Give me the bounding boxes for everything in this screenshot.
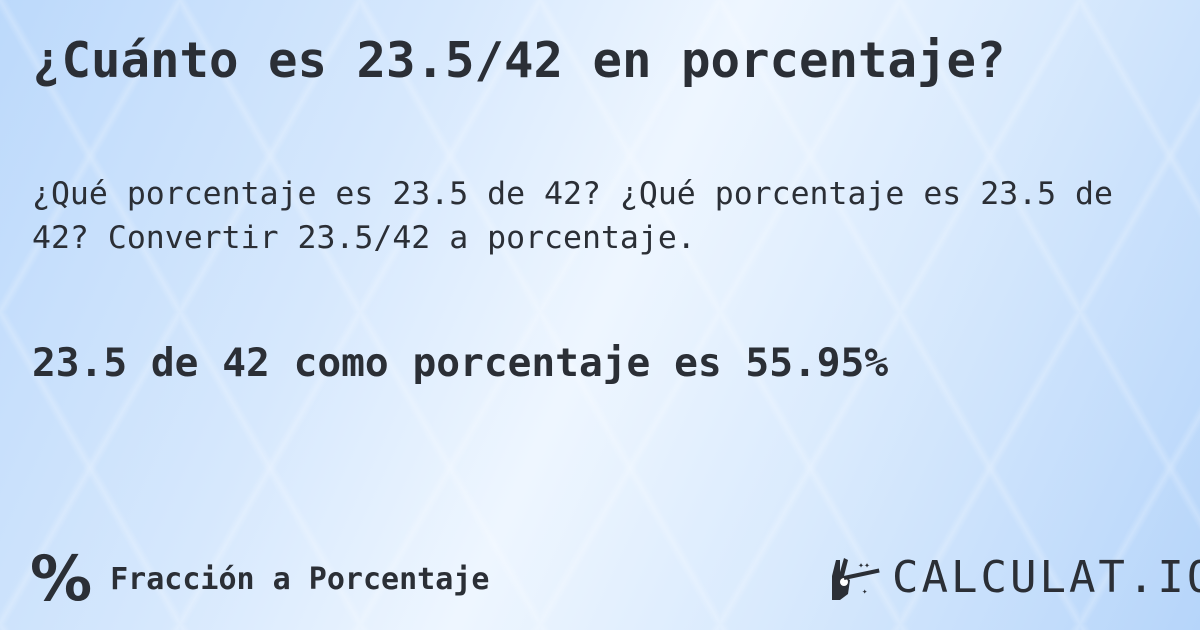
result-text: 23.5 de 42 como porcentaje es 55.95% xyxy=(32,340,889,386)
svg-text:✦: ✦ xyxy=(862,587,868,597)
page-title: ¿Cuánto es 23.5/42 en porcentaje? xyxy=(32,32,1006,89)
logo[interactable]: ✦✦ ✦ CALCULAT.IO xyxy=(828,552,1200,603)
magic-hand-wand-icon: ✦✦ ✦ xyxy=(832,557,880,600)
category-label: Fracción a Porcentaje xyxy=(110,561,490,597)
svg-text:✦✦: ✦✦ xyxy=(858,560,870,571)
description: ¿Qué porcentaje es 23.5 de 42? ¿Qué porc… xyxy=(32,176,1113,256)
percent-icon: % xyxy=(30,542,93,615)
logo-text: CALCULAT.IO xyxy=(892,552,1200,603)
category-link[interactable]: % Fracción a Porcentaje xyxy=(30,548,489,610)
